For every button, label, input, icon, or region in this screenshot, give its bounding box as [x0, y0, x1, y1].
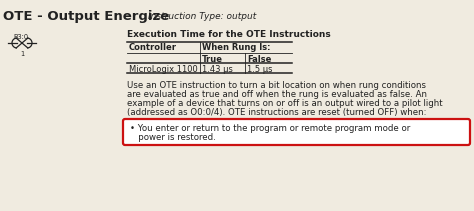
FancyBboxPatch shape	[123, 119, 470, 145]
Text: 1.5 µs: 1.5 µs	[247, 65, 273, 73]
Text: Instruction Type: output: Instruction Type: output	[148, 12, 256, 21]
Text: are evaluated as true and off when the rung is evaluated as false. An: are evaluated as true and off when the r…	[127, 90, 427, 99]
Text: MicroLogix 1100: MicroLogix 1100	[129, 65, 198, 73]
Text: True: True	[202, 54, 223, 64]
Text: Execution Time for the OTE Instructions: Execution Time for the OTE Instructions	[127, 30, 331, 39]
Text: False: False	[247, 54, 272, 64]
Text: • You enter or return to the program or remote program mode or: • You enter or return to the program or …	[130, 124, 410, 133]
Text: example of a device that turns on or off is an output wired to a pilot light: example of a device that turns on or off…	[127, 99, 443, 108]
Text: Controller: Controller	[129, 43, 177, 53]
Text: OTE - Output Energize: OTE - Output Energize	[3, 10, 169, 23]
Text: 1.43 µs: 1.43 µs	[202, 65, 233, 73]
Text: Use an OTE instruction to turn a bit location on when rung conditions: Use an OTE instruction to turn a bit loc…	[127, 81, 426, 90]
Text: (addressed as O0:0/4). OTE instructions are reset (turned OFF) when:: (addressed as O0:0/4). OTE instructions …	[127, 108, 427, 117]
Text: B3:0: B3:0	[13, 34, 28, 40]
Text: When Rung Is:: When Rung Is:	[202, 43, 271, 53]
Text: 1: 1	[20, 51, 24, 57]
Text: power is restored.: power is restored.	[130, 133, 216, 142]
